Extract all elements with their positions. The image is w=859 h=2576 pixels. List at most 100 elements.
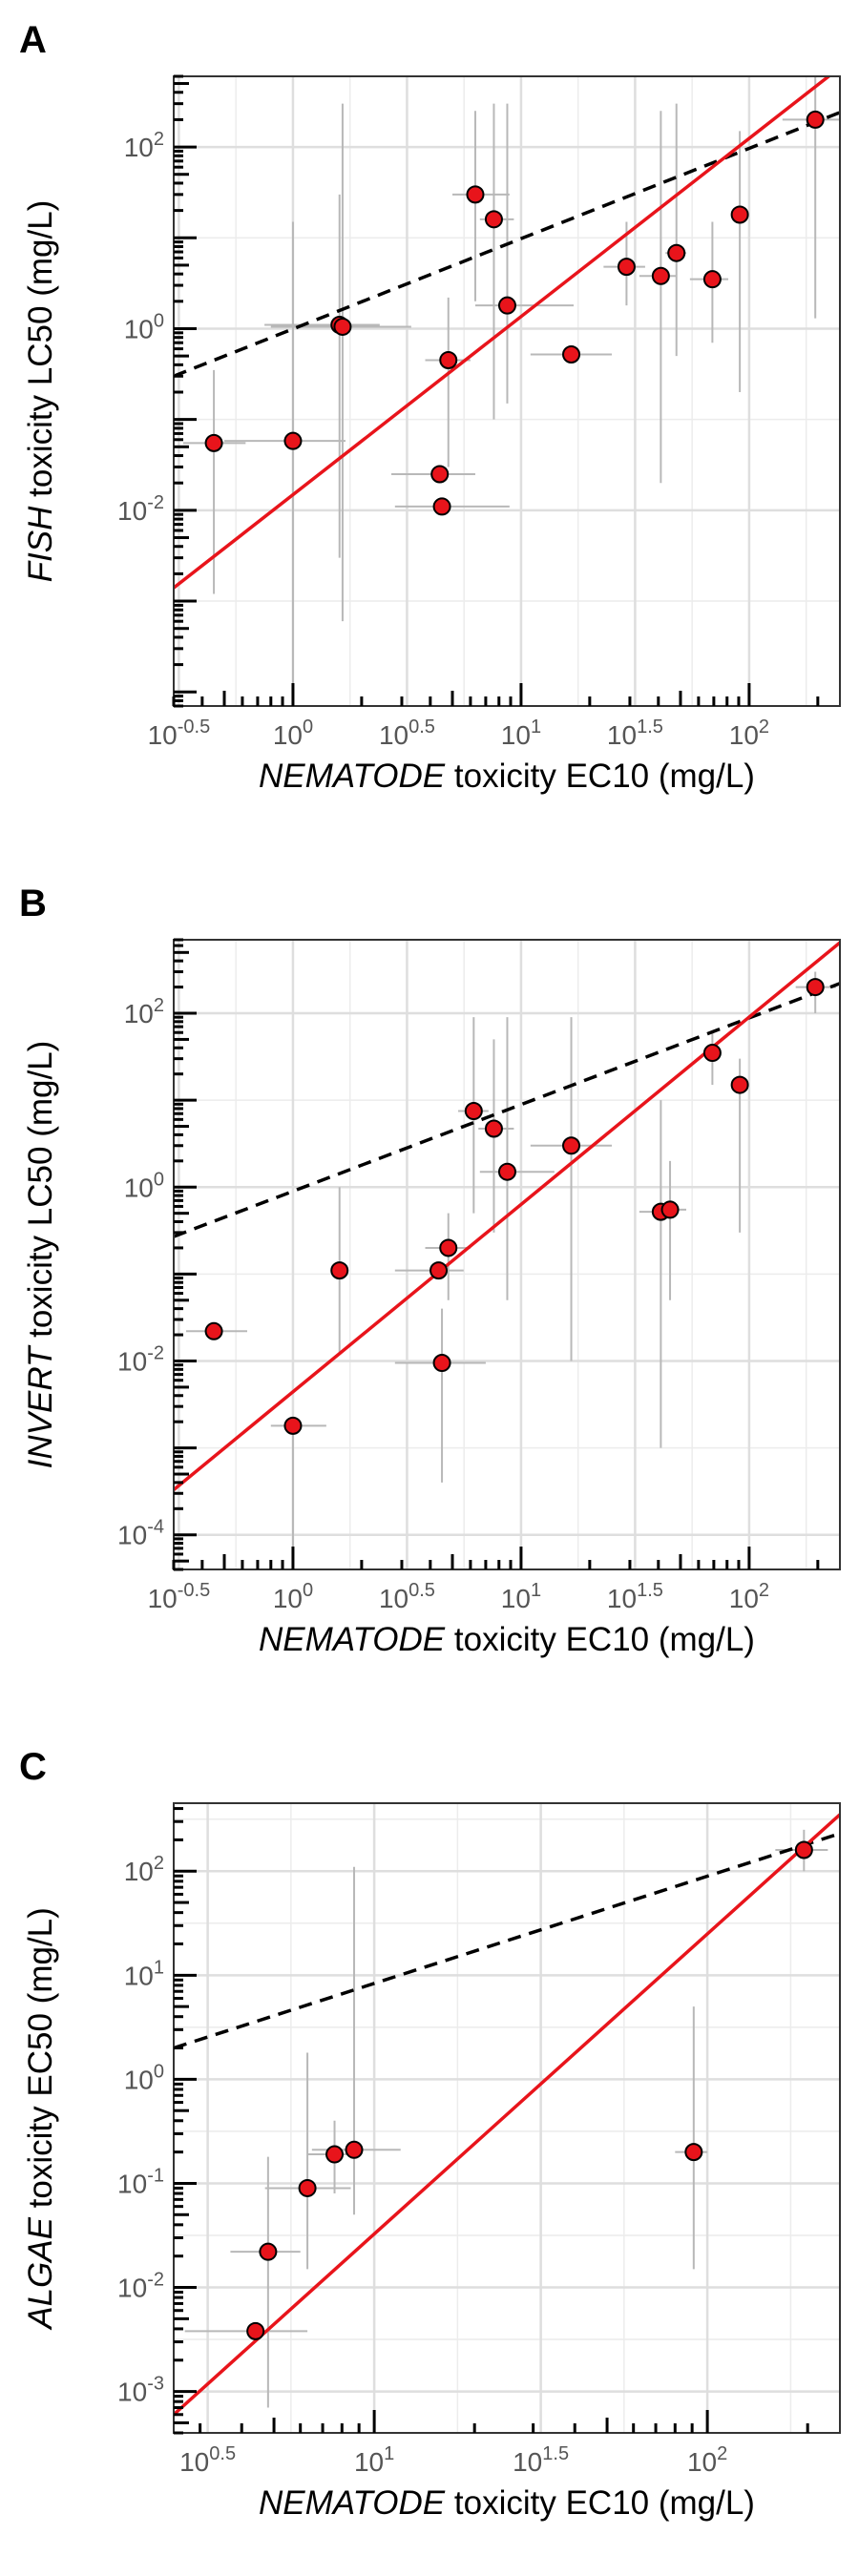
x-tick-label: 100.5 — [179, 2443, 236, 2477]
fit-lines — [174, 76, 840, 590]
data-point — [730, 1075, 749, 1094]
y-axis-title: INVERT toxicity LC50 (mg/L) — [22, 1041, 59, 1469]
x-axis-title: NEMATODE toxicity EC10 (mg/L) — [259, 758, 755, 795]
x-tick-label: 100.5 — [379, 717, 435, 750]
y-tick-label: 10-2 — [117, 1342, 164, 1376]
data-point — [204, 1321, 223, 1340]
x-log-ticks — [199, 2410, 809, 2433]
x-tick-label: 100 — [273, 1580, 313, 1613]
x-tick-label: 101 — [354, 2443, 394, 2477]
panel-a: A 10-0.5 100 100.5 101 101.5 102 10-2 100 102 NEMA… — [19, 19, 841, 795]
y-tick-label: 100 — [124, 2061, 164, 2094]
panel-border — [173, 1802, 841, 2434]
panel-b: B 10-0.5 100 100.5 101 101.5 102 10-4 10-2 100 102… — [19, 883, 841, 1658]
x-axis-title: NEMATODE toxicity EC10 (mg/L) — [259, 1621, 755, 1658]
x-tick-label: 101.5 — [513, 2443, 569, 2477]
data-point — [283, 431, 303, 450]
fit-lines — [174, 1813, 840, 2417]
data-point — [684, 2143, 703, 2162]
y-tick-label: 10-3 — [117, 2374, 164, 2407]
data-point — [464, 1102, 483, 1121]
panel-border — [173, 939, 841, 1570]
x-tick-label: 100 — [273, 717, 313, 750]
data-point — [651, 266, 670, 285]
data-points — [246, 1840, 813, 2340]
y-log-ticks — [174, 938, 197, 1571]
data-point — [484, 210, 503, 229]
x-tick-label: 101.5 — [607, 717, 663, 750]
y-tick-label: 101 — [124, 1957, 164, 1990]
data-point — [562, 1136, 581, 1155]
data-point — [439, 1238, 458, 1257]
data-point — [432, 1354, 451, 1373]
data-point — [497, 296, 516, 315]
x-log-ticks — [172, 683, 820, 706]
y-axis-title: ALGAE toxicity EC50 (mg/L) — [22, 1907, 59, 2331]
data-point — [345, 2140, 364, 2159]
x-tick-label: 10-0.5 — [148, 1580, 211, 1613]
dashed-reference-line — [174, 1832, 840, 2050]
y-tick-label: 102 — [124, 995, 164, 1028]
y-tick-labels: 10-4 10-2 100 102 — [117, 995, 164, 1550]
data-point — [325, 2145, 345, 2164]
data-point — [484, 1119, 503, 1138]
x-tick-labels: 10-0.5 100 100.5 101 101.5 102 — [148, 717, 769, 750]
data-points — [204, 978, 825, 1435]
red-regression-line — [174, 76, 832, 590]
error-bars — [182, 76, 840, 706]
data-point — [806, 110, 825, 129]
y-tick-label: 100 — [124, 1169, 164, 1202]
grid — [174, 940, 840, 1569]
x-tick-label: 102 — [687, 2443, 727, 2477]
data-point — [667, 243, 686, 262]
data-point — [794, 1840, 813, 1859]
red-regression-line — [174, 1813, 840, 2417]
y-tick-labels: 10-3 10-2 10-1 100 101 102 — [117, 1853, 164, 2406]
panel-label: B — [19, 883, 47, 924]
dashed-reference-line — [174, 111, 840, 378]
red-regression-line — [174, 941, 840, 1491]
data-point — [617, 258, 636, 277]
data-point — [298, 2178, 317, 2197]
x-tick-labels: 10-0.5 100 100.5 101 101.5 102 — [148, 1580, 769, 1613]
grid — [174, 1803, 840, 2433]
y-tick-label: 10-1 — [117, 2165, 164, 2198]
dashed-reference-line — [174, 982, 840, 1238]
panel-c: C 100.5 101 101.5 102 10-3 10-2 10-1 100 101 102 NE… — [19, 1746, 841, 2522]
y-tick-label: 10-2 — [117, 2270, 164, 2303]
data-point — [702, 1044, 722, 1063]
y-tick-label: 10-4 — [117, 1517, 164, 1550]
x-tick-label: 101.5 — [607, 1580, 663, 1613]
x-axis-title: NEMATODE toxicity EC10 (mg/L) — [259, 2484, 755, 2522]
data-point — [430, 465, 450, 484]
data-point — [562, 345, 581, 364]
x-tick-label: 102 — [729, 1580, 769, 1613]
x-tick-label: 102 — [729, 717, 769, 750]
data-point — [333, 317, 352, 336]
x-log-ticks — [172, 1547, 820, 1569]
y-tick-label: 102 — [124, 129, 164, 162]
data-point — [430, 1261, 449, 1280]
x-tick-label: 10-0.5 — [148, 717, 211, 750]
x-tick-label: 101 — [501, 1580, 541, 1613]
data-point — [432, 497, 451, 516]
y-tick-label: 10-2 — [117, 492, 164, 526]
data-point — [439, 350, 458, 369]
panel-label: A — [19, 19, 47, 61]
y-log-ticks — [174, 1807, 197, 2435]
y-tick-labels: 10-2 100 102 — [117, 129, 164, 526]
y-log-ticks — [174, 74, 197, 708]
data-point — [283, 1416, 303, 1435]
data-point — [497, 1162, 516, 1181]
x-tick-label: 100.5 — [379, 1580, 435, 1613]
data-point — [702, 270, 722, 289]
fit-lines — [174, 941, 840, 1491]
data-points — [204, 110, 825, 516]
data-point — [204, 433, 223, 452]
x-tick-labels: 100.5 101 101.5 102 — [179, 2443, 727, 2477]
data-point — [806, 978, 825, 997]
data-point — [246, 2321, 265, 2340]
x-tick-label: 101 — [501, 717, 541, 750]
panel-label: C — [19, 1746, 47, 1788]
